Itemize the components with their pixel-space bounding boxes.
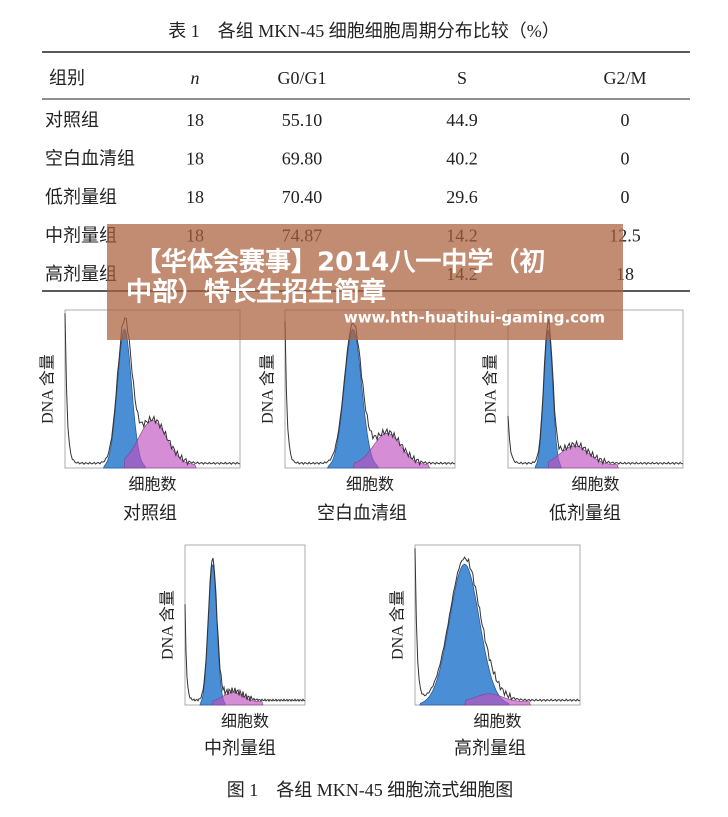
table-cell: 18 [186,110,204,130]
x-axis-label: 细胞数 [473,713,521,731]
table-cell: 70.40 [282,187,323,207]
table-cell: 55.10 [282,110,323,130]
panel-caption: 对照组 [123,503,177,523]
overlay-title: 【华体会赛事】2014八一中学（初 [135,247,545,278]
table-cell: 0 [621,187,630,207]
table-header: S [457,68,467,88]
y-axis-label: DNA 含量 [482,354,500,424]
table-header: n [191,68,200,88]
panel-caption: 高剂量组 [454,738,526,758]
table-cell: 40.2 [446,149,478,169]
table-header: 组别 [49,68,85,88]
table-cell: 0 [621,110,630,130]
table-cell: 44.9 [446,110,478,130]
x-axis-label: 细胞数 [128,476,176,494]
table-cell: 空白血清组 [45,149,135,169]
table-cell: 0 [621,149,630,169]
table-cell: 中剂量组 [45,226,117,246]
x-axis-label: 细胞数 [571,476,619,494]
y-axis-label: DNA 含量 [39,354,57,424]
histogram-outline [284,321,456,467]
y-axis-label: DNA 含量 [159,590,177,660]
table-cell: 高剂量组 [45,264,117,284]
overlay: 【华体会赛事】2014八一中学（初 中部）特长生招生简章 www.hth-hua… [107,224,623,340]
table-cell: 对照组 [45,110,99,130]
x-axis-label: 细胞数 [346,476,394,494]
table-cell: 29.6 [446,187,478,207]
histogram-outline [184,557,305,703]
table-cell: 18 [186,187,204,207]
table-title: 表 1 各组 MKN-45 细胞细胞周期分布比较（%） [168,21,560,41]
s-phase [124,420,197,469]
table-cell: 低剂量组 [45,187,117,207]
g1-peak [419,563,510,706]
y-axis-label: DNA 含量 [389,590,407,660]
histogram-outline [507,318,684,466]
histogram-outline [64,313,241,467]
table-header: G0/G1 [278,68,327,88]
table-cell: 69.80 [282,149,323,169]
panel-caption: 低剂量组 [549,503,621,523]
panel-caption: 中剂量组 [204,738,276,758]
table-cell: 18 [186,149,204,169]
overlay-url: www.hth-huatihui-gaming.com [344,309,605,327]
panel-caption: 空白血清组 [317,503,407,523]
overlay-title: 中部）特长生招生简章 [126,277,386,308]
table-header: G2/M [603,68,646,88]
s-phase [547,445,619,469]
overlay-box [107,224,623,340]
histogram-outline [414,548,580,702]
s-phase [464,693,531,706]
y-axis-label: DNA 含量 [259,354,277,424]
s-phase [212,691,264,706]
figure-caption: 图 1 各组 MKN-45 细胞流式细胞图 [227,780,514,800]
x-axis-label: 细胞数 [221,713,269,731]
